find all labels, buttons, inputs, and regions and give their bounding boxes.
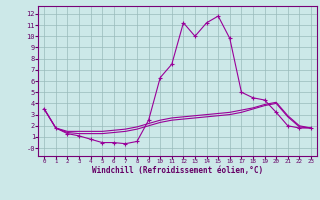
X-axis label: Windchill (Refroidissement éolien,°C): Windchill (Refroidissement éolien,°C) bbox=[92, 166, 263, 175]
